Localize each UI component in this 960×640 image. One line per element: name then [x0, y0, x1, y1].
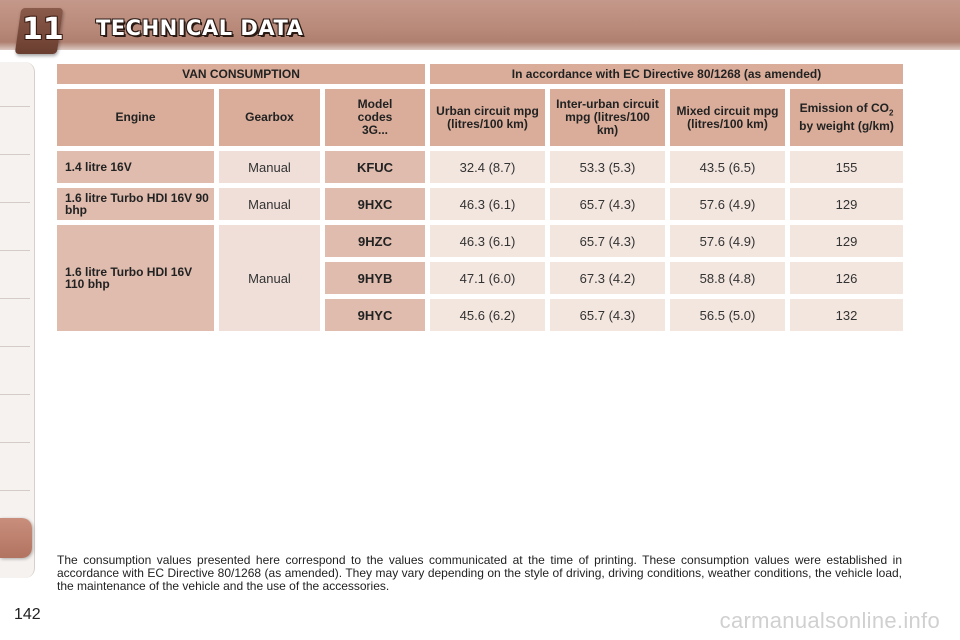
inter-urban-cell: 67.3 (4.2)	[550, 262, 665, 294]
engine-cell: 1.6 litre Turbo HDI 16V 110 bhp	[57, 225, 214, 331]
column-header-model-codes: Model codes 3G...	[325, 89, 425, 146]
co2-cell: 155	[790, 151, 903, 183]
engine-cell: 1.6 litre Turbo HDI 16V 90 bhp	[57, 188, 214, 220]
model-code-cell: 9HXC	[325, 188, 425, 220]
urban-cell: 45.6 (6.2)	[430, 299, 545, 331]
urban-cell: 46.3 (6.1)	[430, 225, 545, 257]
section-title-van-consumption: VAN CONSUMPTION	[57, 64, 425, 84]
column-header-urban: Urban circuit mpg (litres/100 km)	[430, 89, 545, 146]
co2-cell: 129	[790, 188, 903, 220]
co2-cell: 129	[790, 225, 903, 257]
watermark: carmanualsonline.info	[719, 608, 940, 633]
emission-header-label: Emission of CO2 by weight (g/km)	[799, 101, 894, 133]
chapter-number: 11	[22, 12, 64, 47]
column-header-mixed: Mixed circuit mpg (litres/100 km)	[670, 89, 785, 146]
mixed-cell: 56.5 (5.0)	[670, 299, 785, 331]
mixed-cell: 57.6 (4.9)	[670, 225, 785, 257]
inter-urban-cell: 65.7 (4.3)	[550, 188, 665, 220]
mixed-cell: 58.8 (4.8)	[670, 262, 785, 294]
inter-urban-cell: 65.7 (4.3)	[550, 225, 665, 257]
inter-urban-cell: 53.3 (5.3)	[550, 151, 665, 183]
mixed-cell: 43.5 (6.5)	[670, 151, 785, 183]
page-header	[0, 0, 960, 50]
gearbox-cell: Manual	[219, 151, 320, 183]
page-title: TECHNICAL DATA	[96, 16, 304, 40]
active-chapter-tab[interactable]	[0, 518, 32, 558]
consumption-footnote: The consumption values presented here co…	[57, 553, 902, 593]
gearbox-cell: Manual	[219, 188, 320, 220]
column-header-emission: Emission of CO2 by weight (g/km)	[790, 89, 903, 146]
column-header-gearbox: Gearbox	[219, 89, 320, 146]
model-code-cell: 9HYC	[325, 299, 425, 331]
model-code-cell: KFUC	[325, 151, 425, 183]
mixed-cell: 57.6 (4.9)	[670, 188, 785, 220]
co2-cell: 132	[790, 299, 903, 331]
model-code-cell: 9HYB	[325, 262, 425, 294]
co2-cell: 126	[790, 262, 903, 294]
urban-cell: 46.3 (6.1)	[430, 188, 545, 220]
inter-urban-cell: 65.7 (4.3)	[550, 299, 665, 331]
column-header-inter-urban: Inter-urban circuit mpg (litres/100 km)	[550, 89, 665, 146]
urban-cell: 32.4 (8.7)	[430, 151, 545, 183]
page-number: 142	[14, 606, 41, 623]
model-code-cell: 9HZC	[325, 225, 425, 257]
gearbox-cell: Manual	[219, 225, 320, 331]
column-header-engine: Engine	[57, 89, 214, 146]
urban-cell: 47.1 (6.0)	[430, 262, 545, 294]
chapter-thumb-index	[0, 62, 35, 578]
section-title-directive: In accordance with EC Directive 80/1268 …	[430, 64, 903, 84]
engine-cell: 1.4 litre 16V	[57, 151, 214, 183]
